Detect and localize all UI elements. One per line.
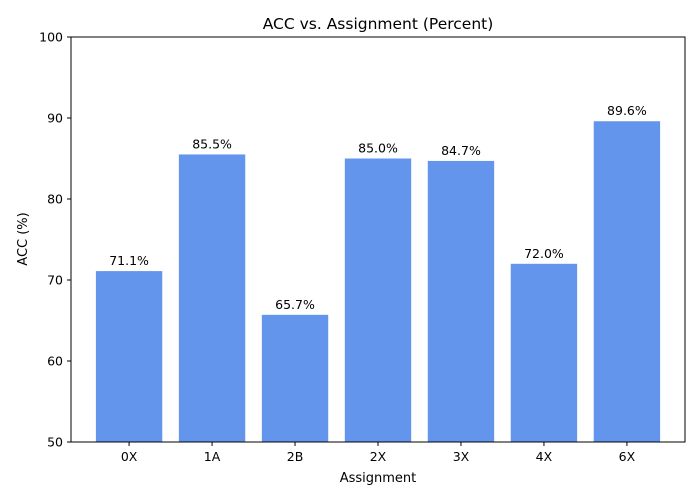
bar-2X <box>344 158 412 442</box>
x-tick-label-1A: 1A <box>204 449 221 464</box>
x-tick-label-2X: 2X <box>370 449 387 464</box>
x-tick-label-2B: 2B <box>287 449 304 464</box>
data-label-4X: 72.0% <box>524 246 564 261</box>
x-axis-label: Assignment <box>340 471 417 486</box>
x-tick-label-0X: 0X <box>121 449 138 464</box>
bar-6X <box>593 121 661 443</box>
data-label-2X: 85.0% <box>358 141 398 156</box>
x-tick-label-3X: 3X <box>453 449 470 464</box>
data-label-1A: 85.5% <box>192 136 232 151</box>
y-axis-ticks: 50 60 70 80 90 100 <box>39 30 71 450</box>
y-tick-label-60: 60 <box>47 354 63 369</box>
data-label-0X: 71.1% <box>109 253 149 268</box>
y-tick-label-50: 50 <box>47 435 63 450</box>
bars-group <box>95 121 661 443</box>
plot-frame <box>70 36 686 443</box>
y-tick-label-100: 100 <box>39 30 63 45</box>
x-tick-label-4X: 4X <box>536 449 553 464</box>
y-tick-label-80: 80 <box>47 192 63 207</box>
chart-title: ACC vs. Assignment (Percent) <box>263 15 494 33</box>
bar-2B <box>261 314 329 442</box>
x-tick-label-6X: 6X <box>619 449 636 464</box>
data-label-3X: 84.7% <box>441 143 481 158</box>
data-label-6X: 89.6% <box>607 103 647 118</box>
x-axis-ticks: 0X 1A 2B 2X 3X 4X 6X <box>121 442 636 464</box>
bar-0X <box>95 271 163 442</box>
y-tick-label-90: 90 <box>47 111 63 126</box>
data-labels-group: 71.1% 85.5% 65.7% 85.0% 84.7% 72.0% 89.6% <box>109 103 647 312</box>
bar-1A <box>178 154 246 442</box>
bar-4X <box>510 263 578 442</box>
y-axis-label: ACC (%) <box>16 212 31 265</box>
bar-3X <box>427 160 495 442</box>
data-label-2B: 65.7% <box>275 297 315 312</box>
y-tick-label-70: 70 <box>47 273 63 288</box>
